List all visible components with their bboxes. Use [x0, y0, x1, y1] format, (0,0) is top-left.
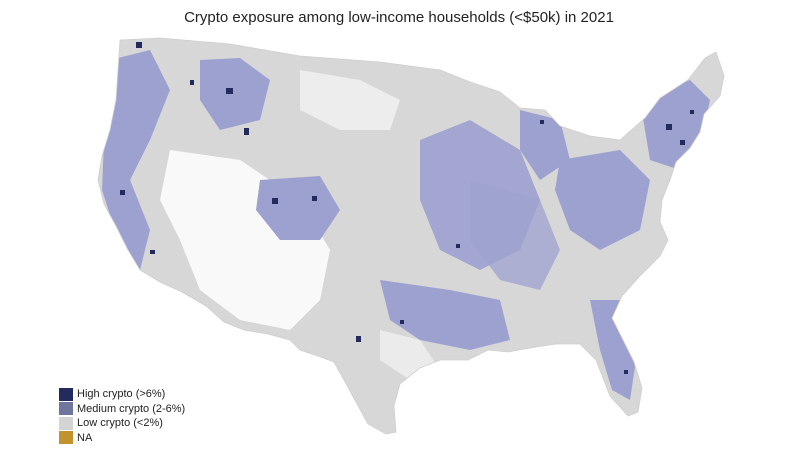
region-medium	[102, 50, 710, 400]
legend-swatch-medium	[59, 402, 73, 416]
legend-swatch-na	[59, 431, 73, 445]
legend-label-medium: Medium crypto (2-6%)	[77, 402, 186, 415]
legend: High crypto (>6%) Medium crypto (2-6%) L…	[59, 387, 185, 445]
legend-item-high: High crypto (>6%)	[59, 387, 185, 402]
legend-label-low: Low crypto (<2%)	[77, 417, 163, 430]
region-high	[120, 42, 694, 374]
legend-label-na: NA	[77, 431, 93, 444]
legend-swatch-low	[59, 416, 73, 430]
map-regions	[97, 37, 725, 435]
legend-swatch-high	[59, 387, 73, 401]
map-title: Crypto exposure among low-income househo…	[184, 9, 614, 26]
legend-label-high: High crypto (>6%)	[77, 388, 166, 401]
legend-item-medium: Medium crypto (2-6%)	[59, 402, 185, 417]
region-overlays	[102, 42, 710, 400]
legend-item-low: Low crypto (<2%)	[59, 416, 185, 431]
legend-item-na: NA	[59, 431, 185, 446]
